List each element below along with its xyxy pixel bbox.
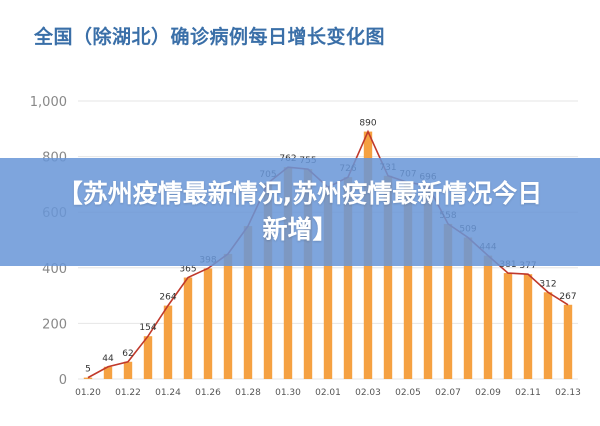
bar: [423, 185, 433, 379]
data-label: 267: [559, 292, 576, 302]
x-tick-label: 02.01: [315, 388, 341, 398]
bar: [303, 169, 313, 379]
bar: [243, 226, 253, 379]
bar: [543, 292, 553, 379]
banner-text: 【苏州疫情最新情况,苏州疫情最新情况今日新增】: [57, 179, 543, 244]
bar: [123, 361, 133, 379]
x-tick-label: 01.22: [115, 388, 141, 398]
bar: [83, 377, 93, 379]
bar: [403, 182, 413, 379]
bar: [223, 253, 233, 379]
data-label: 62: [122, 349, 133, 359]
x-tick-label: 01.24: [155, 388, 181, 398]
data-label: 154: [139, 323, 156, 333]
data-label: 365: [179, 265, 196, 275]
x-tick-label: 01.26: [195, 388, 221, 398]
data-label: 5: [85, 365, 91, 375]
bar: [343, 177, 353, 379]
bar: [183, 277, 193, 379]
x-tick-label: 02.09: [475, 388, 501, 398]
bar: [283, 167, 293, 379]
bar: [263, 183, 273, 379]
x-tick-label: 01.20: [75, 388, 101, 398]
data-label: 377: [519, 261, 536, 271]
x-tick-label: 02.13: [555, 388, 581, 398]
bar: [383, 175, 393, 379]
data-label: 312: [539, 279, 556, 289]
bar: [163, 305, 173, 379]
data-label: 44: [102, 354, 114, 364]
x-tick-label: 01.30: [275, 388, 301, 398]
bar: [203, 268, 213, 379]
data-label: 890: [359, 119, 376, 129]
bar: [563, 304, 573, 379]
y-tick-label: 1,000: [30, 95, 67, 110]
data-label: 264: [159, 293, 176, 303]
bar: [323, 187, 333, 379]
x-tick-label: 02.11: [515, 388, 541, 398]
bar: [483, 255, 493, 379]
bar: [443, 223, 453, 379]
x-tick-label: 01.28: [235, 388, 261, 398]
bar: [463, 237, 473, 379]
x-tick-label: 02.05: [395, 388, 421, 398]
x-tick-label: 02.07: [435, 388, 461, 398]
bar: [143, 336, 153, 379]
bar: [523, 274, 533, 379]
bar: [503, 273, 513, 379]
y-tick-label: 200: [42, 317, 67, 332]
bar: [103, 366, 113, 379]
chart-title: 全国（除湖北）确诊病例每日增长变化图: [34, 26, 386, 48]
y-tick-label: 0: [59, 373, 67, 388]
overlay-banner: 【苏州疫情最新情况,苏州疫情最新情况今日新增】: [0, 158, 600, 266]
x-tick-label: 02.03: [355, 388, 381, 398]
